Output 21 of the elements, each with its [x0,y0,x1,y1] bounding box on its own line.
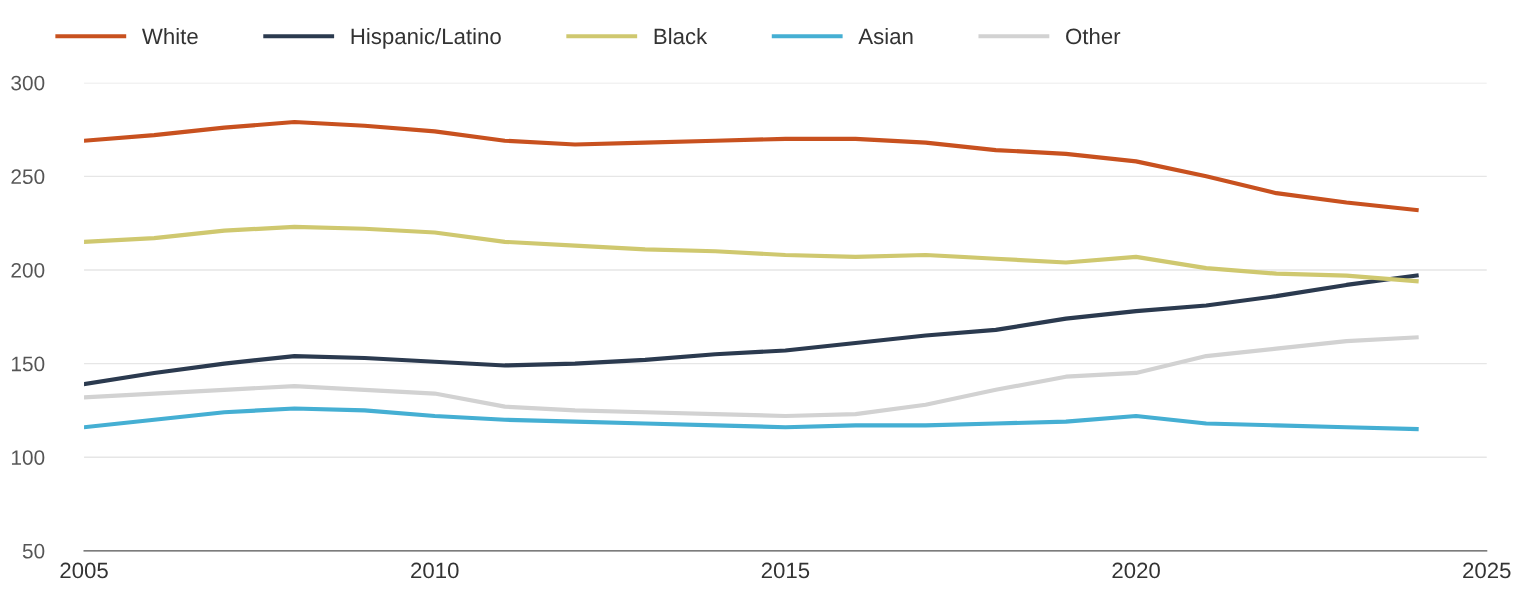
line-series [84,224,1419,284]
x-tick-label: 2020 [1112,562,1160,579]
x-tick-label: 2025 [1463,562,1511,579]
line-series [84,273,1419,387]
legend-label: Black [654,27,708,45]
legend-label: Other [1066,27,1121,45]
y-tick-label: 250 [11,169,45,185]
y-tick-label: 300 [11,75,45,91]
y-tick-label: 50 [22,543,45,559]
legend-label: Asian [858,27,913,45]
line-series [84,335,1419,419]
line-series [84,406,1419,432]
line-series [84,119,1419,213]
x-tick-label: 2010 [411,562,459,579]
legend-label: White [141,27,198,45]
y-tick-label: 150 [11,356,45,372]
x-tick-label: 2015 [761,562,810,579]
legend-label: Hispanic/Latino [351,27,501,49]
x-tick-label: 2005 [60,562,108,579]
y-tick-label: 100 [11,450,45,465]
y-tick-label: 200 [11,262,45,278]
